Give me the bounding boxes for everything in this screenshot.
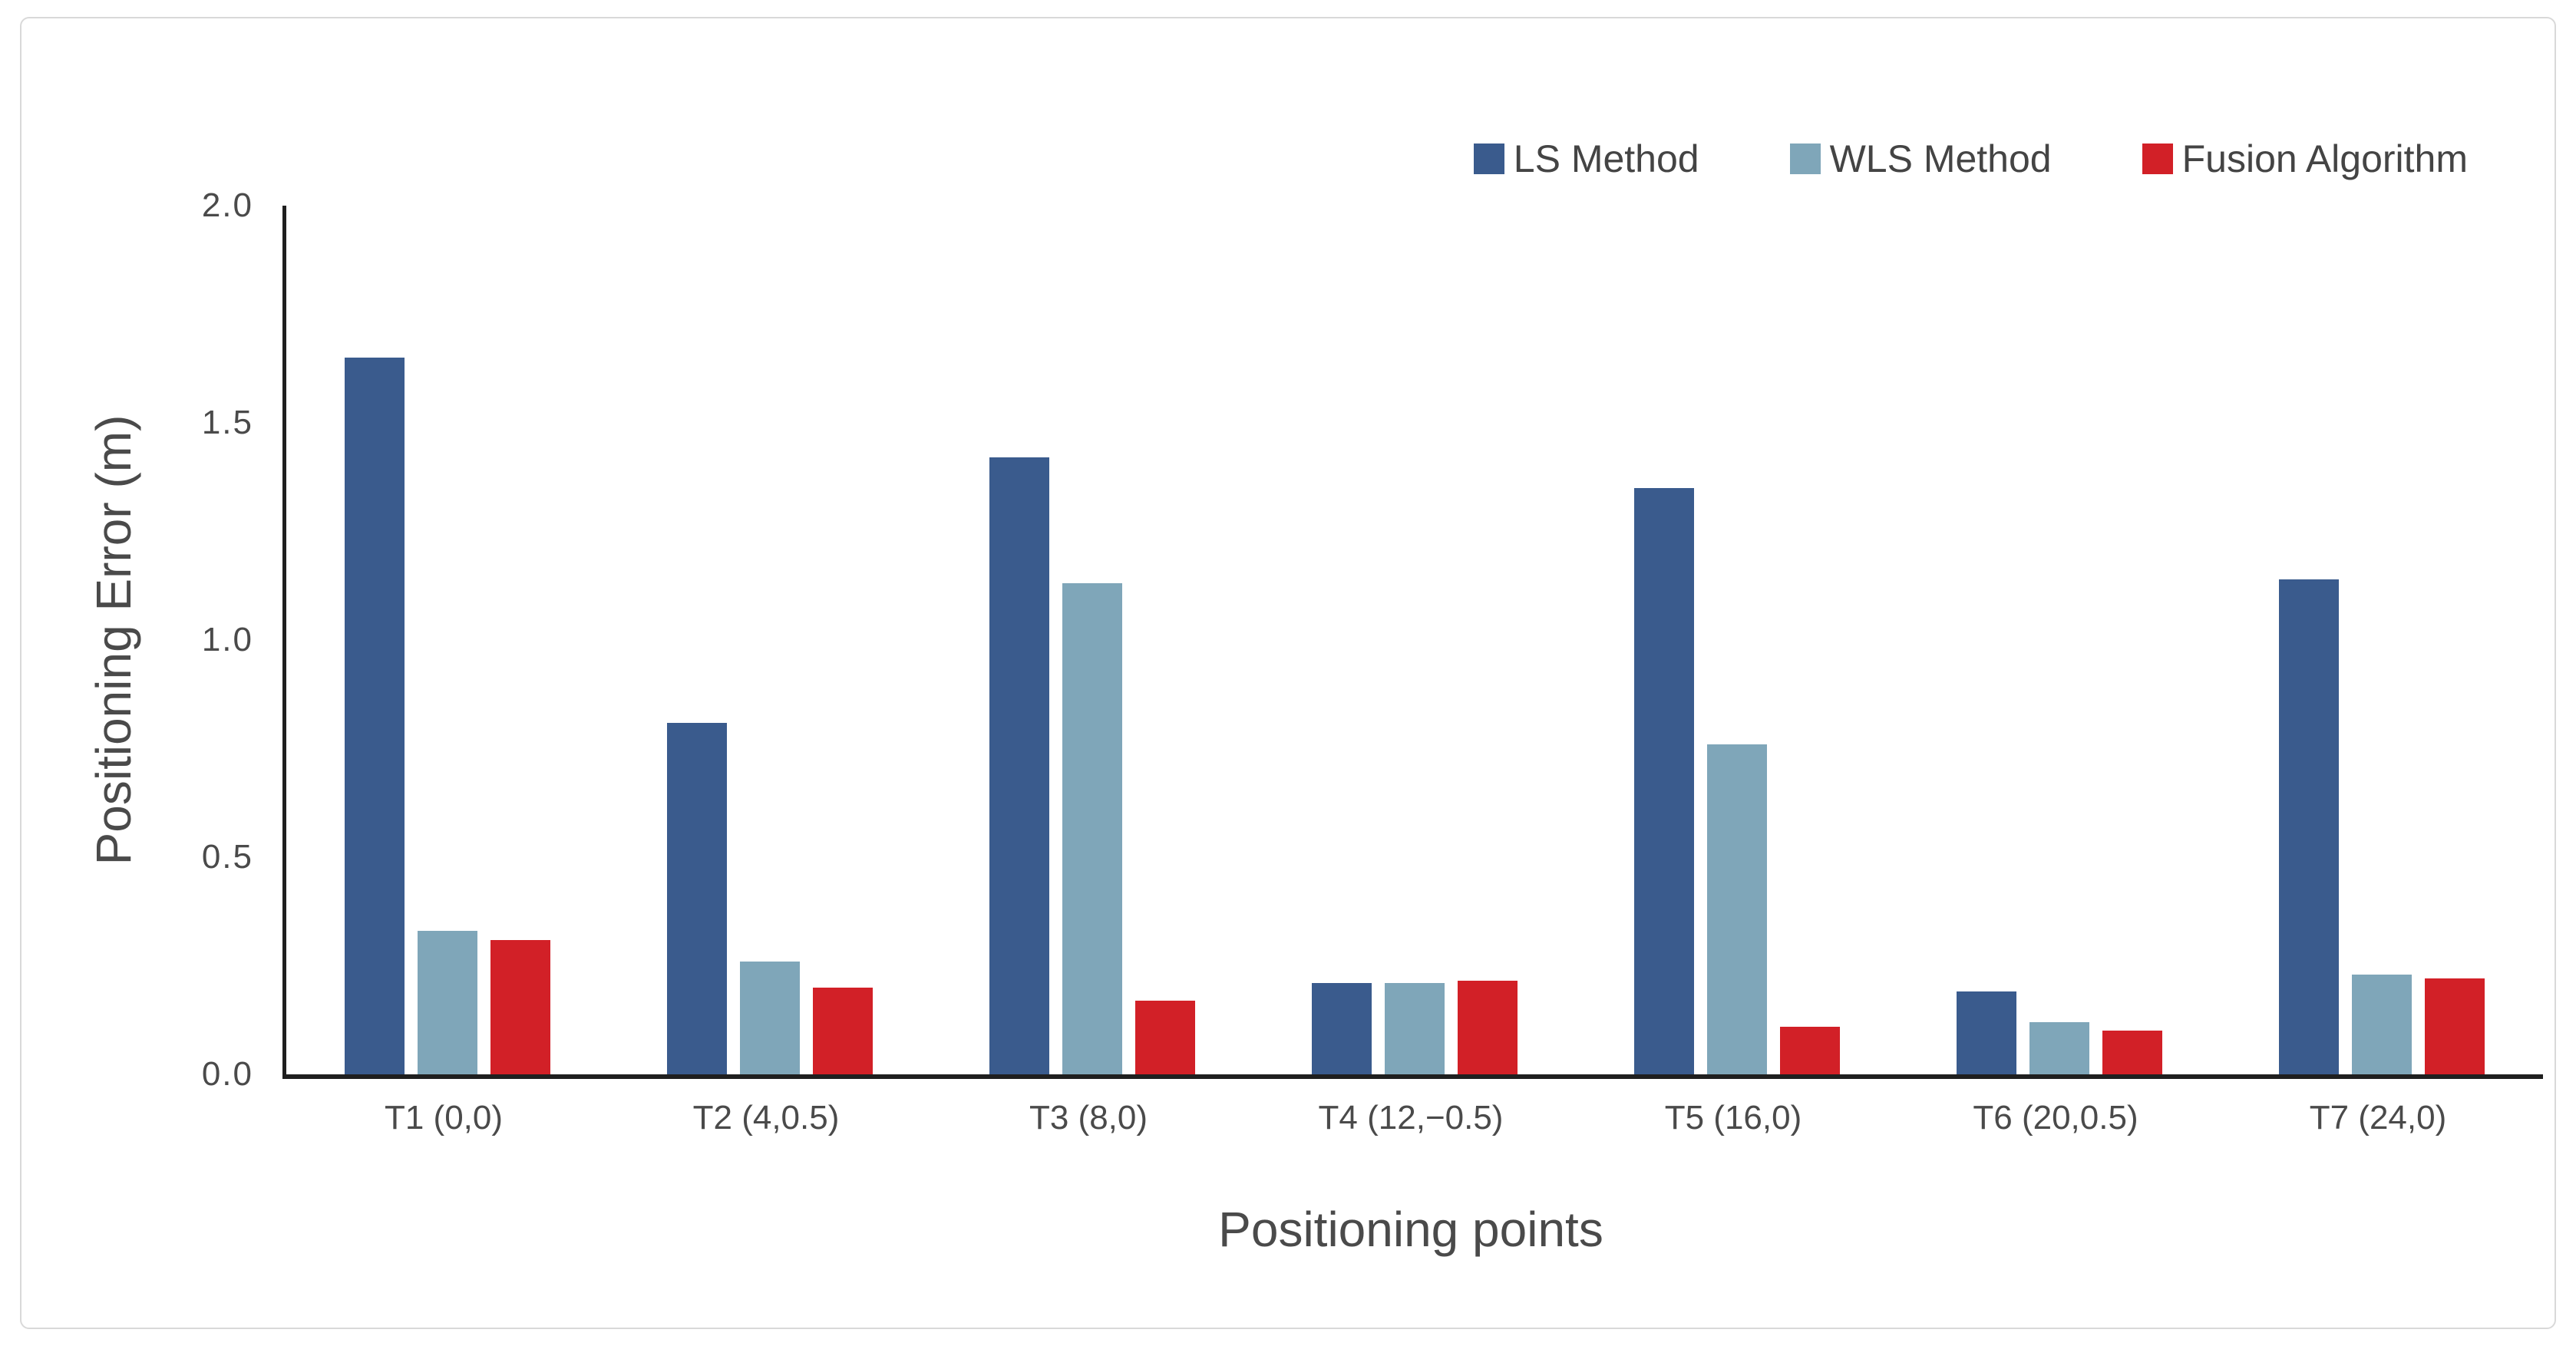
bar-ls-method [989,457,1049,1074]
bar-group [286,206,609,1074]
legend-item-fusion-algorithm: Fusion Algorithm [2142,137,2468,181]
y-tick-label: 1.5 [201,404,253,441]
bar-wls-method [1385,983,1445,1074]
bar-group [2221,206,2543,1074]
bar-fusion-algorithm [1458,981,1518,1074]
legend-item-wls-method: WLS Method [1789,137,2052,181]
bar-ls-method [345,358,405,1074]
legend-swatch-icon [2142,144,2173,174]
bar-fusion-algorithm [1135,1000,1195,1074]
bar-wls-method [1707,744,1767,1074]
bar-group [1576,206,1898,1074]
x-category-label: T3 (8,0) [1029,1099,1148,1137]
bar-wls-method [2352,974,2412,1074]
plot-area [282,206,2543,1079]
bar-ls-method [1634,487,1694,1074]
bar-fusion-algorithm [490,939,550,1074]
legend-swatch-icon [1473,144,1504,174]
bar-ls-method [1957,991,2016,1074]
x-category-label: T7 (24,0) [2309,1099,2447,1137]
legend-swatch-icon [1789,144,1821,174]
bar-group [609,206,931,1074]
x-category-label: T2 (4,0.5) [692,1099,840,1137]
bar-group [931,206,1253,1074]
y-tick-label: 2.0 [201,186,253,224]
bar-ls-method [667,722,727,1074]
legend-label: LS Method [1513,137,1699,180]
bar-group [1898,206,2221,1074]
bar-wls-method [740,961,800,1074]
bar-wls-method [2029,1022,2089,1074]
x-axis-category-labels: T1 (0,0) T2 (4,0.5) T3 (8,0) T4 (12,−0.5) T5… [282,1099,2539,1153]
legend-label: Fusion Algorithm [2181,137,2468,180]
bar-fusion-algorithm [2425,978,2485,1074]
y-axis-title: Positioning Error (m) [86,414,141,866]
bar-ls-method [2279,579,2339,1074]
bar-wls-method [1062,583,1122,1074]
legend-item-ls-method: LS Method [1473,137,1699,181]
bar-fusion-algorithm [1780,1026,1840,1074]
y-tick-label: 1.0 [201,621,253,658]
bar-group [1253,206,1576,1074]
bar-fusion-algorithm [2102,1031,2162,1074]
bar-ls-method [1312,983,1372,1074]
x-category-label: T4 (12,−0.5) [1318,1099,1504,1137]
chart-frame [20,17,2556,1329]
bar-fusion-algorithm [813,987,873,1074]
legend-label: WLS Method [1829,137,2052,180]
x-axis-title: Positioning points [1218,1202,1603,1257]
x-category-label: T5 (16,0) [1664,1099,1802,1137]
y-tick-label: 0.0 [201,1055,253,1093]
y-tick-label: 0.5 [201,838,253,876]
y-axis-ticks: 0.0 0.5 1.0 1.5 2.0 [107,186,253,1093]
x-category-label: T1 (0,0) [384,1099,504,1137]
bar-wls-method [418,931,477,1074]
x-category-label: T6 (20,0.5) [1973,1099,2138,1137]
legend: LS Method WLS Method Fusion Algorithm [1473,137,2468,181]
